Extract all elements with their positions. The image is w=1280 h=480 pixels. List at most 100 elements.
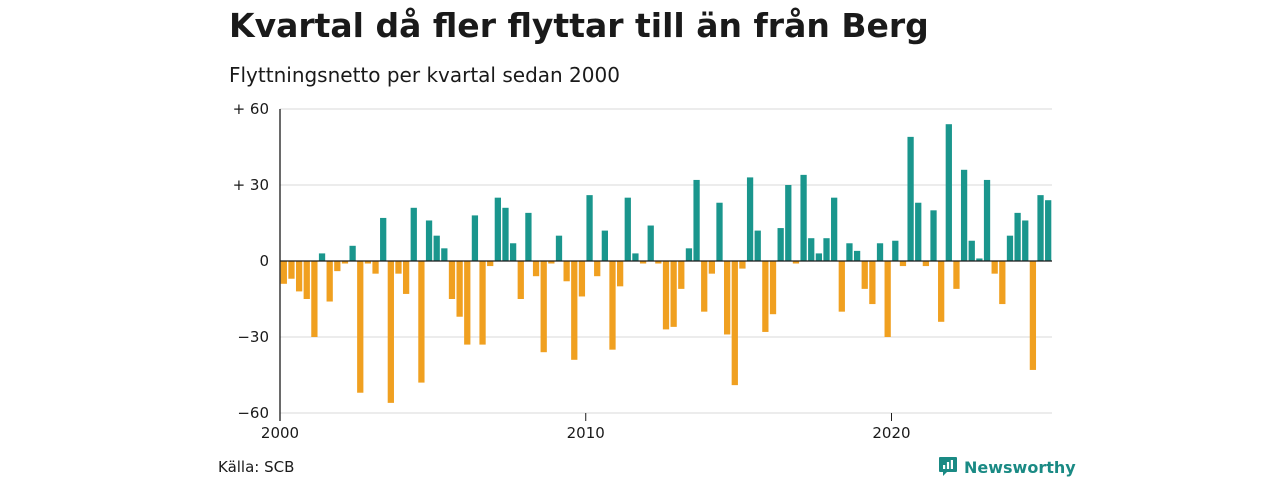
bar — [525, 212, 532, 261]
bar — [930, 210, 937, 261]
bar — [670, 261, 677, 327]
bar — [655, 261, 662, 264]
bar — [548, 261, 555, 264]
bar — [1029, 261, 1037, 370]
bar — [502, 207, 509, 261]
bar — [402, 261, 410, 294]
chart-title: Kvartal då fler flyttar till än från Ber… — [229, 6, 929, 45]
bar — [578, 261, 586, 297]
bars — [280, 124, 1052, 403]
bar — [777, 228, 784, 261]
bar — [838, 261, 845, 312]
bar — [594, 261, 601, 277]
bar — [1045, 200, 1052, 261]
y-tick-label: −60 — [237, 404, 269, 422]
bar — [586, 195, 593, 261]
bar — [976, 258, 983, 261]
bar — [968, 240, 975, 261]
bar — [678, 261, 685, 289]
bar — [792, 261, 800, 264]
bar — [341, 261, 349, 264]
bar — [609, 261, 616, 350]
bar — [708, 261, 715, 274]
bar — [960, 169, 968, 261]
bar — [800, 174, 807, 261]
bar — [372, 261, 379, 274]
bar — [471, 215, 479, 261]
bar — [380, 217, 387, 261]
bar — [601, 230, 608, 261]
newsworthy-logo: Newsworthy — [938, 456, 1076, 478]
bar — [280, 261, 287, 284]
bar — [953, 261, 960, 289]
bar — [938, 261, 945, 322]
bar — [1006, 235, 1014, 261]
bar — [509, 243, 517, 261]
bar — [746, 177, 754, 261]
bar — [334, 261, 341, 272]
bar — [311, 261, 318, 337]
newsworthy-logo-icon — [939, 457, 957, 476]
bar — [487, 261, 494, 267]
bar — [464, 261, 471, 345]
bar — [624, 197, 631, 261]
bar — [899, 261, 907, 267]
bar — [532, 261, 540, 277]
bar — [823, 238, 830, 261]
bar — [441, 248, 448, 261]
bar — [318, 253, 326, 261]
bar — [1014, 212, 1021, 261]
bar — [693, 179, 700, 261]
tick-labels: + 60 + 30 0 −30 −60 2000 2010 2020 — [233, 100, 911, 442]
bar — [754, 230, 761, 261]
bar — [364, 261, 372, 264]
bar — [425, 220, 433, 261]
bar — [456, 261, 463, 317]
bar — [1037, 195, 1044, 261]
axes — [279, 109, 1052, 421]
bar — [418, 261, 425, 383]
bar — [617, 261, 624, 287]
bar — [785, 185, 792, 261]
source-note: Källa: SCB — [218, 458, 295, 476]
bar — [639, 261, 647, 264]
bar — [563, 261, 570, 282]
bar — [922, 261, 930, 267]
bar — [295, 261, 303, 292]
bar — [739, 261, 746, 269]
bar — [999, 261, 1006, 305]
bar — [448, 261, 456, 299]
bar — [991, 261, 998, 274]
y-tick-label: + 30 — [233, 176, 269, 194]
y-tick-label: + 60 — [233, 100, 269, 118]
bar — [701, 261, 708, 312]
bar — [876, 243, 884, 261]
bar — [724, 261, 731, 335]
chart-subtitle: Flyttningsnetto per kvartal sedan 2000 — [229, 63, 620, 87]
bar — [494, 197, 501, 261]
bar — [540, 261, 547, 353]
bar — [303, 261, 310, 299]
bar — [647, 225, 654, 261]
bar — [387, 261, 394, 403]
bar — [762, 261, 769, 332]
bar — [945, 124, 952, 261]
bar — [555, 235, 563, 261]
bar — [349, 245, 356, 261]
bar — [884, 261, 891, 337]
bar — [907, 136, 914, 261]
x-tick-label: 2000 — [261, 424, 299, 442]
bar — [831, 197, 838, 261]
x-tick-label: 2020 — [872, 424, 910, 442]
bar — [731, 261, 738, 386]
bar — [517, 261, 524, 299]
bar — [853, 250, 861, 261]
bar — [716, 202, 723, 261]
bar — [662, 261, 670, 330]
bar — [815, 253, 823, 261]
x-tick-label: 2010 — [567, 424, 605, 442]
brand-name: Newsworthy — [964, 457, 1076, 477]
bar — [433, 235, 440, 261]
bar — [769, 261, 777, 315]
